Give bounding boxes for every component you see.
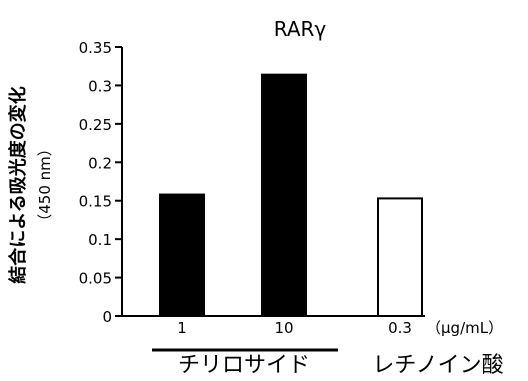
bar-10 (261, 73, 307, 317)
x-unit-label: （µg/mL） (426, 319, 503, 337)
y-tick-label: 0.15 (79, 193, 112, 211)
y-tick-label: 0.3 (88, 77, 112, 95)
group-label-retinoic-acid: レチノイン酸 (372, 353, 503, 378)
y-tick-label: 0.25 (79, 116, 112, 134)
x-tick-label: 10 (274, 319, 293, 337)
y-tick-label: 0.05 (79, 270, 112, 288)
bars (159, 73, 423, 318)
x-ticks: 1 10 0.3 (177, 319, 412, 337)
bar-1 (159, 193, 205, 318)
y-tick-label: 0.1 (88, 231, 112, 249)
chart-title: RARγ (274, 17, 327, 41)
y-axis-label: 結合による吸光度の変化 (7, 86, 29, 283)
bar-0-3 (377, 197, 423, 317)
y-ticks: 0 0.05 0.1 0.15 0.2 0.25 0.3 0.35 (79, 39, 122, 326)
x-tick-label: 1 (177, 319, 187, 337)
y-tick-label: 0.2 (88, 154, 112, 172)
y-tick-label: 0 (102, 308, 112, 326)
group-label-chiriroside: チリロサイド (178, 353, 310, 378)
y-tick-label: 0.35 (79, 39, 112, 57)
x-tick-label: 0.3 (388, 319, 412, 337)
y-axis-unit: （450 nm） (36, 141, 54, 229)
